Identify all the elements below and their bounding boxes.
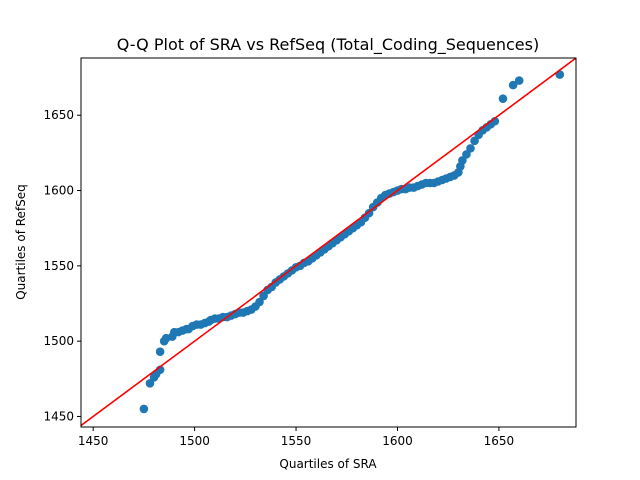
data-point — [139, 404, 149, 414]
data-point — [255, 297, 264, 307]
x-tick-label: 1650 — [484, 434, 515, 448]
data-point — [498, 94, 508, 103]
data-point — [259, 291, 268, 301]
x-tick-label: 1600 — [382, 434, 413, 448]
y-tick-label: 1500 — [43, 334, 74, 348]
data-point — [155, 347, 165, 356]
y-tick-label: 1600 — [43, 184, 74, 198]
reference-line — [81, 58, 576, 427]
chart-title: Q-Q Plot of SRA vs RefSeq (Total_Coding_… — [117, 35, 539, 55]
data-point — [514, 76, 524, 85]
data-point — [458, 156, 467, 165]
y-axis-label: Quartiles of RefSeq — [14, 184, 28, 300]
x-tick-label: 1550 — [281, 434, 312, 448]
x-axis-label: Quartiles of SRA — [279, 457, 377, 471]
data-point — [470, 136, 479, 146]
plot-marks — [81, 58, 576, 427]
x-tick-label: 1500 — [179, 434, 210, 448]
axes-frame — [80, 57, 577, 428]
data-point — [466, 144, 475, 153]
y-axis-ticks: 1450 1500 1550 1600 1650 — [43, 108, 81, 423]
data-point — [145, 379, 155, 388]
data-point — [462, 150, 471, 159]
plot-area — [80, 57, 577, 428]
y-tick-label: 1650 — [43, 108, 74, 122]
data-point — [508, 80, 518, 90]
y-tick-label: 1450 — [43, 409, 74, 423]
x-tick-label: 1450 — [78, 434, 109, 448]
y-tick-label: 1550 — [43, 259, 74, 273]
x-axis-ticks: 1450 1500 1550 1600 1650 — [78, 427, 514, 448]
